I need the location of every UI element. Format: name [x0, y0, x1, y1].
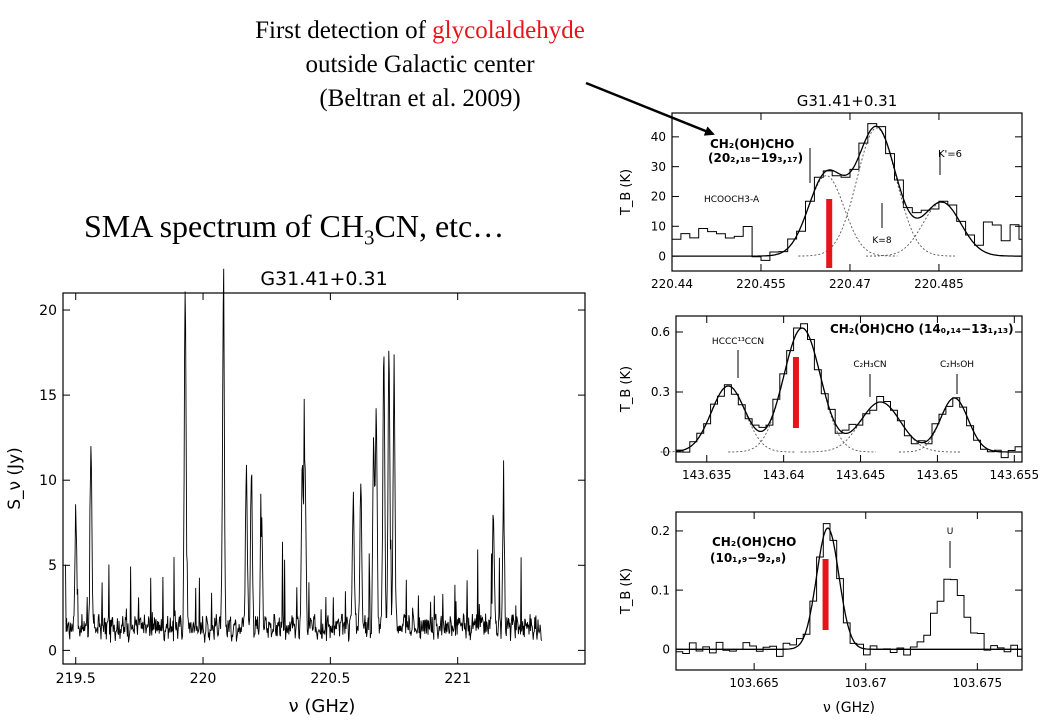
annotation-text: First detection of glycolaldehyde outsid…: [190, 14, 650, 116]
sma-chart-ytick-label: 10: [39, 473, 57, 489]
inset2-gaussian-component: [728, 327, 876, 453]
inset2-chart-xtick-label: 143.64: [763, 468, 805, 482]
inset3-chart-xtick-label: 103.665: [729, 676, 779, 690]
inset2-chart-xtick-label: 143.65: [916, 468, 958, 482]
inset3-ylabel: T_B (K): [619, 568, 634, 615]
inset2-chart-ytick-label: 0.6: [651, 325, 670, 339]
inset3-molecule-label: CH₂(OH)CHO: [712, 535, 796, 549]
inset1-hcooch3-label: HCOOCH3-A: [704, 195, 760, 205]
sma-chart-xtick-label: 219.5: [56, 671, 96, 687]
inset2-chart-group: 143.635 143.64 143.645 143.65 143.65500.30.6…: [619, 315, 1039, 482]
inset1-observed-spectrum: [672, 123, 1022, 261]
inset3-chart-ytick-label: 0.1: [651, 583, 670, 597]
inset1-k8-label: K=8: [872, 236, 891, 246]
inset2-red-marker: [792, 357, 799, 428]
annotation-highlight: glycolaldehyde: [432, 17, 585, 44]
inset3-red-marker: [822, 559, 829, 630]
inset2-c2h5oh-label: C₂H₅OH: [940, 360, 974, 370]
inset3-total-fit: [676, 527, 1022, 650]
annotation-arrow: [585, 81, 715, 136]
inset1-chart-ytick-label: 20: [651, 190, 666, 204]
inset1-molecule-label: CH₂(OH)CHO: [710, 137, 794, 151]
inset2-chart-xtick-label: 143.655: [989, 468, 1039, 482]
inset3-chart-group: 103.665 103.67 103.675 0 0.1 0.2 ν (GHz) T_B (K…: [619, 511, 1023, 716]
inset3-transition-label: (10₁,₉−9₂,₈): [710, 551, 786, 565]
inset3-chart-ytick-label: 0: [662, 642, 670, 656]
sma-chart-frame: [62, 292, 586, 665]
inset1-gaussian-component: [798, 127, 956, 257]
inset3-chart-ytick-label: 0.2: [651, 524, 670, 538]
inset2-ylabel: T_B (K): [619, 366, 634, 413]
sma-chart-ytick-label: 20: [39, 303, 57, 319]
inset1-total-fit: [672, 125, 1022, 257]
annotation-line-3: (Beltran et al. 2009): [319, 85, 521, 112]
inset2-gaussian-component: [660, 385, 796, 453]
inset3-u-label: U: [947, 527, 954, 537]
inset1-k6-label: K'=6: [938, 149, 962, 160]
sma-chart-ytick-label: 5: [48, 558, 57, 574]
sma-chart-title: G31.41+0.31: [260, 268, 387, 290]
inset3-chart-xtick-label: 103.675: [953, 676, 1003, 690]
inset1-chart-ytick-label: 30: [651, 160, 666, 174]
inset2-total-fit: [675, 327, 1022, 453]
inset3-chart-frame: [675, 511, 1023, 671]
inset2-chart-ytick-label: 0.3: [651, 385, 670, 399]
inset1-red-marker: [826, 199, 833, 268]
inset2-chart-frame: [675, 315, 1023, 463]
sma-title-suffix: CN, etc…: [374, 208, 505, 244]
annotation-line-2: outside Galactic center: [305, 51, 535, 78]
inset2-chart-xtick-label: 143.635: [682, 468, 732, 482]
inset1-transition-label: (20₂,₁₈−19₃,₁₇): [708, 151, 803, 165]
sma-chart-ylabel: S_ν (Jy): [5, 447, 25, 510]
inset1-gaussian-component: [755, 175, 898, 257]
inset1-chart-xtick-label: 220.47: [829, 277, 871, 291]
inset1-chart-frame: [671, 112, 1023, 272]
sma-title-prefix: SMA spectrum of CH: [84, 208, 364, 244]
inset1-chart-xtick-label: 220.455: [736, 277, 786, 291]
sma-chart-ytick-label: 15: [39, 388, 57, 404]
inset1-chart-ytick-label: 10: [651, 219, 666, 233]
inset2-chart-xtick-label: 143.645: [836, 468, 886, 482]
inset1-gaussian-component: [866, 201, 1018, 257]
annotation-line-1: First detection of glycolaldehyde: [190, 14, 650, 48]
sma-spectrum-title: SMA spectrum of CH3CN, etc…: [84, 208, 504, 250]
inset2-c2h3cn-label: C₂H₃CN: [853, 360, 886, 370]
inset1-chart-group: 220.44 220.455 220.47 220.485 0 10 20 30 40 G31.4…: [619, 92, 1023, 291]
inset1-chart-ytick-label: 40: [651, 130, 666, 144]
inset3-xlabel: ν (GHz): [823, 700, 875, 716]
inset3-chart-xtick-label: 103.67: [845, 676, 887, 690]
sma-spectrum-line: [65, 268, 543, 643]
sma-chart-xtick-label: 220.5: [310, 671, 350, 687]
sma-chart-xtick-label: 221: [444, 671, 471, 687]
inset2-hccc13ccn-label: HCCC¹³CCN: [712, 337, 764, 347]
inset2-molecule-label: CH₂(OH)CHO (14₀,₁₄−13₁,₁₃): [830, 322, 1014, 336]
sma-chart-xlabel: ν (GHz): [289, 696, 356, 717]
sma-chart-xtick-label: 220: [190, 671, 217, 687]
sma-chart-group: 219.5 220 220.5 221 0 5 10 15 20 G31.41+0.31 ν (GH…: [5, 268, 586, 717]
inset1-title: G31.41+0.31: [797, 92, 898, 110]
inset1-chart-ytick-label: 0: [658, 249, 666, 263]
sma-chart-ytick-label: 0: [48, 643, 57, 659]
annotation-prefix: First detection of: [255, 17, 433, 44]
inset1-chart-xtick-label: 220.44: [651, 277, 693, 291]
sma-title-subscript: 3: [364, 225, 375, 250]
inset1-ylabel: T_B (K): [619, 169, 634, 216]
inset1-chart-xtick-label: 220.485: [914, 277, 964, 291]
